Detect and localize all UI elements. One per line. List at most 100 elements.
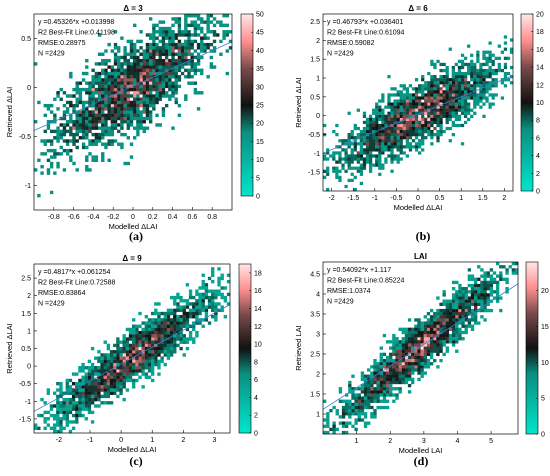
heatmap-cell xyxy=(110,75,115,79)
heatmap-cell xyxy=(81,116,86,121)
heatmap-cell xyxy=(433,358,437,363)
heatmap-cell xyxy=(463,71,468,76)
heatmap-cell xyxy=(164,33,169,37)
heatmap-cell xyxy=(128,356,133,360)
heatmap-cell xyxy=(120,36,124,40)
heatmap-cell xyxy=(148,110,153,114)
heatmap-cell xyxy=(222,33,226,37)
heatmap-cell xyxy=(368,157,373,161)
heatmap-cell xyxy=(182,305,186,309)
y-tick-label: -1 xyxy=(314,151,320,158)
heatmap-cell xyxy=(222,14,226,18)
heatmap-cell xyxy=(184,33,188,37)
heatmap-cell xyxy=(473,84,477,88)
heatmap-cell xyxy=(158,46,162,50)
heatmap-cell xyxy=(433,81,437,85)
heatmap-cell xyxy=(393,126,397,131)
heatmap-cell xyxy=(354,408,358,413)
heatmap-cell xyxy=(378,145,382,149)
heatmap-cell xyxy=(154,350,158,354)
colorbar-tick-label: 14 xyxy=(536,65,544,72)
heatmap-cell xyxy=(125,362,130,367)
heatmap-cell xyxy=(379,390,383,394)
heatmap-cell xyxy=(379,365,383,369)
heatmap-cell xyxy=(141,353,145,357)
heatmap-cell xyxy=(72,126,76,130)
heatmap-cell xyxy=(424,108,428,112)
heatmap-cell xyxy=(402,133,406,137)
heatmap-cell xyxy=(323,157,327,161)
heatmap-cell xyxy=(439,87,443,91)
heatmap-cell xyxy=(363,396,368,400)
heatmap-cell xyxy=(81,103,86,108)
heatmap-cell xyxy=(390,145,394,149)
heatmap-cell xyxy=(414,136,419,140)
heatmap-cell xyxy=(100,369,104,373)
heatmap-cell xyxy=(332,427,336,432)
heatmap-cell xyxy=(145,81,150,85)
heatmap-cell xyxy=(136,78,140,82)
heatmap-cell xyxy=(467,324,472,328)
heatmap-cell xyxy=(393,123,397,128)
colorbar-tick-label: 16 xyxy=(536,47,544,54)
heatmap-cell xyxy=(460,62,465,67)
heatmap-cell xyxy=(129,120,134,124)
heatmap-cell xyxy=(423,315,427,319)
heatmap-cell xyxy=(401,330,405,335)
heatmap-cell xyxy=(448,315,453,319)
heatmap-cell xyxy=(204,295,209,300)
heatmap-cell xyxy=(225,30,229,34)
heatmap-cell xyxy=(326,187,330,192)
heatmap-cell xyxy=(423,352,427,357)
heatmap-cell xyxy=(157,311,161,316)
heatmap-cell xyxy=(204,289,209,293)
heatmap-cell xyxy=(126,94,130,98)
heatmap-cell xyxy=(338,178,342,183)
heatmap-cell xyxy=(171,68,175,73)
heatmap-cell xyxy=(135,366,139,370)
heatmap-cell xyxy=(360,408,365,413)
heatmap-cell xyxy=(123,75,127,79)
heatmap-cell xyxy=(128,362,133,367)
heatmap-cell xyxy=(78,413,82,418)
heatmap-cell xyxy=(426,318,431,322)
heatmap-cell xyxy=(398,380,402,385)
heatmap-cell xyxy=(144,327,149,332)
heatmap-cell xyxy=(177,62,182,66)
heatmap-cell xyxy=(351,412,355,416)
heatmap-cell xyxy=(464,308,468,313)
heatmap-cell xyxy=(78,110,83,114)
heatmap-cell xyxy=(56,94,60,98)
heatmap-cell xyxy=(90,362,95,367)
heatmap-cell xyxy=(417,362,421,366)
heatmap-cell xyxy=(152,36,156,40)
colorbar-tick-label: 2 xyxy=(254,413,258,420)
heatmap-cell xyxy=(113,100,118,105)
heatmap-cell xyxy=(117,68,121,73)
heatmap-cell xyxy=(173,321,177,325)
heatmap-cell xyxy=(375,105,379,109)
heatmap-cell xyxy=(120,116,124,121)
heatmap-cell xyxy=(69,100,73,105)
heatmap-cell xyxy=(65,152,70,156)
heatmap-cell xyxy=(97,78,102,82)
y-axis-label: Retrieved LAI xyxy=(294,325,303,370)
heatmap-cell xyxy=(90,375,95,379)
heatmap-cell xyxy=(94,97,99,101)
heatmap-cell xyxy=(499,271,503,275)
heatmap-cell xyxy=(144,362,149,367)
heatmap-cell xyxy=(37,413,41,418)
heatmap-cell xyxy=(136,58,140,63)
heatmap-cell xyxy=(451,96,455,100)
heatmap-cell xyxy=(429,346,434,350)
heatmap-cell xyxy=(139,97,143,101)
heatmap-cell xyxy=(203,20,207,24)
heatmap-cell xyxy=(68,429,73,434)
heatmap-cell xyxy=(103,375,107,379)
heatmap-cell xyxy=(329,154,333,158)
heatmap-cell xyxy=(139,46,143,50)
heatmap-cell xyxy=(75,381,79,386)
heatmap-cell xyxy=(136,71,140,76)
heatmap-cell xyxy=(439,62,443,67)
x-tick-label: 1 xyxy=(150,437,154,444)
